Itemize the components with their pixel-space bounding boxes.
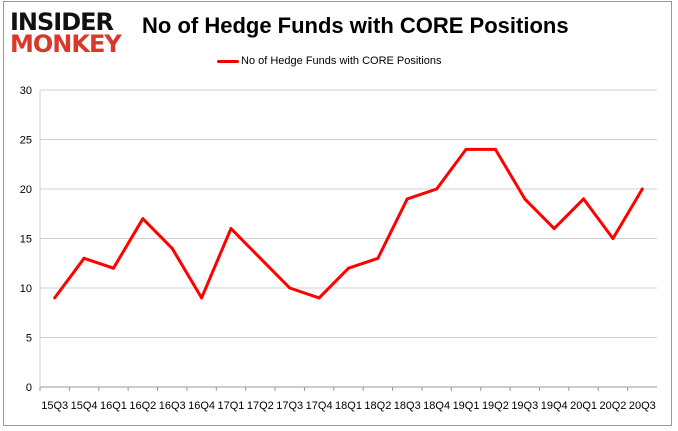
chart-title: No of Hedge Funds with CORE Positions (142, 13, 569, 38)
x-tick-label: 20Q2 (599, 400, 626, 412)
data-point (229, 227, 233, 231)
data-point (376, 256, 380, 260)
data-point (405, 197, 409, 201)
x-tick-label: 15Q4 (71, 400, 98, 412)
x-tick-label: 16Q3 (159, 400, 186, 412)
data-point (53, 296, 57, 300)
x-tick-label: 19Q4 (541, 400, 568, 412)
data-point (582, 197, 586, 201)
series-line (53, 147, 644, 300)
x-tick-label: 17Q2 (247, 400, 274, 412)
data-point (552, 227, 556, 231)
data-point (111, 266, 115, 270)
legend-swatch (217, 59, 239, 63)
legend: No of Hedge Funds with CORE Positions (217, 55, 442, 67)
y-tick-label: 0 (26, 382, 32, 394)
data-point (640, 187, 644, 191)
x-tick-label: 18Q4 (423, 400, 450, 412)
y-tick-label: 10 (20, 283, 32, 295)
x-tick-label: 16Q4 (188, 400, 215, 412)
data-point (435, 187, 439, 191)
x-tick-label: 17Q3 (276, 400, 303, 412)
x-tick-label: 19Q2 (482, 400, 509, 412)
x-tick-label: 20Q3 (629, 400, 656, 412)
x-tick-label: 16Q2 (129, 400, 156, 412)
y-tick-label: 25 (20, 135, 32, 147)
legend-label: No of Hedge Funds with CORE Positions (241, 55, 442, 67)
x-tick-label: 18Q1 (335, 400, 362, 412)
x-tick-label: 17Q4 (306, 400, 333, 412)
y-tick-label: 30 (20, 85, 32, 97)
data-point (611, 237, 615, 240)
x-tick-label: 16Q1 (100, 400, 127, 412)
data-point (523, 197, 527, 201)
x-tick-label: 20Q1 (570, 400, 597, 412)
data-point (493, 147, 497, 151)
y-tick-label: 20 (20, 184, 32, 196)
data-point (170, 246, 174, 250)
y-tick-label: 5 (26, 333, 32, 345)
data-point (200, 296, 204, 300)
x-tick-label: 19Q3 (511, 400, 538, 412)
data-point (258, 256, 262, 260)
x-tick-label: 15Q3 (41, 400, 68, 412)
x-tick-label: 19Q1 (453, 400, 480, 412)
data-point (82, 256, 86, 260)
data-point (317, 296, 321, 300)
y-tick-label: 15 (20, 234, 32, 246)
chart-frame (3, 1, 672, 426)
logo-monkey: MONKEY (10, 30, 122, 58)
data-point (347, 266, 350, 270)
x-tick-label: 17Q1 (218, 400, 245, 412)
data-point (464, 147, 468, 151)
x-tick-label: 18Q2 (364, 400, 391, 412)
x-tick-label: 18Q3 (394, 400, 421, 412)
data-point (288, 286, 292, 290)
logo-insider: INSIDER (10, 8, 114, 36)
data-point (141, 217, 145, 221)
